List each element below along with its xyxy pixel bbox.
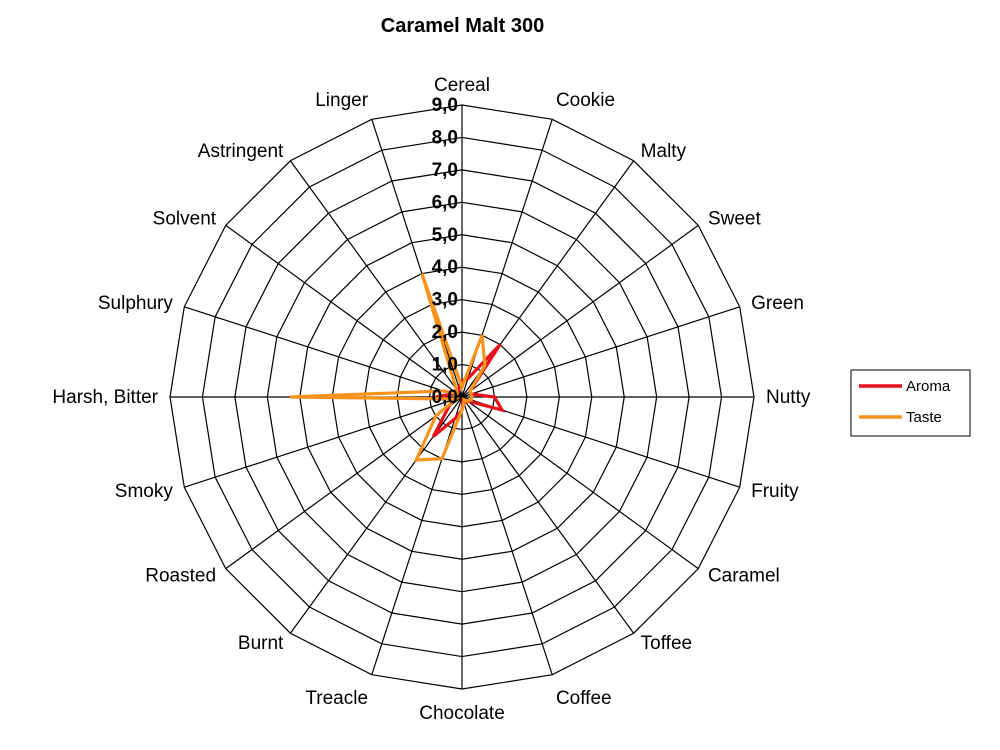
tick-label: 2,0	[432, 322, 458, 343]
spoke	[225, 224, 463, 398]
axis-label-roasted: Roasted	[145, 566, 216, 587]
axis-label-burnt: Burnt	[238, 633, 284, 654]
chart-title: Caramel Malt 300	[380, 15, 545, 37]
axis-label-fruity: Fruity	[751, 481, 799, 502]
legend: Aroma Taste	[850, 369, 971, 437]
tick-label: 5,0	[432, 225, 458, 246]
spoke	[461, 224, 699, 398]
axis-label-astringent: Astringent	[198, 141, 284, 162]
series-taste-line	[289, 273, 487, 462]
spoke	[461, 396, 553, 675]
radar-series	[289, 273, 506, 462]
legend-box	[850, 369, 971, 437]
axis-label-treacle: Treacle	[305, 688, 368, 709]
axis-label-chocolate: Chocolate	[419, 703, 505, 724]
axis-label-cookie: Cookie	[556, 90, 615, 111]
axis-label-sweet: Sweet	[708, 208, 762, 229]
tick-label: 8,0	[432, 127, 458, 148]
tick-label: 3,0	[432, 290, 458, 311]
spoke	[461, 396, 740, 488]
axis-label-caramel: Caramel	[708, 566, 780, 587]
axis-label-malty: Malty	[641, 141, 687, 162]
tick-label: 9,0	[432, 95, 458, 116]
tick-label: 6,0	[432, 192, 458, 213]
axis-label-coffee: Coffee	[556, 688, 612, 709]
radar-tick-labels: 0,0 1,0 2,0 3,0 4,0 5,0 6,0 7,0 8,0 9,0	[432, 95, 458, 408]
spoke	[289, 160, 463, 398]
axis-label-harsh-bitter: Harsh, Bitter	[52, 387, 158, 408]
axis-label-nutty: Nutty	[766, 387, 811, 408]
spoke	[371, 396, 463, 675]
tick-label: 1,0	[432, 355, 458, 376]
tick-label: 0,0	[432, 387, 458, 408]
spoke	[461, 306, 740, 398]
spoke	[461, 396, 635, 634]
axis-label-cereal: Cereal	[434, 75, 490, 96]
legend-label-aroma: Aroma	[906, 378, 951, 395]
legend-label-taste: Taste	[906, 409, 942, 426]
radar-grid	[169, 104, 755, 690]
spoke	[184, 306, 463, 398]
spoke	[184, 396, 463, 488]
axis-label-green: Green	[751, 293, 804, 314]
axis-label-sulphury: Sulphury	[98, 293, 173, 314]
axis-label-linger: Linger	[315, 90, 368, 111]
tick-label: 7,0	[432, 160, 458, 181]
radar-axis-labels: Cereal Cookie Malty Sweet Green Nutty Fruity Ca…	[52, 75, 810, 724]
axis-label-solvent: Solvent	[153, 208, 217, 229]
spoke	[225, 396, 463, 570]
axis-label-toffee: Toffee	[641, 633, 692, 654]
axis-label-smoky: Smoky	[115, 481, 174, 502]
tick-label: 4,0	[432, 257, 458, 278]
spoke	[371, 119, 463, 398]
spoke	[461, 396, 699, 570]
